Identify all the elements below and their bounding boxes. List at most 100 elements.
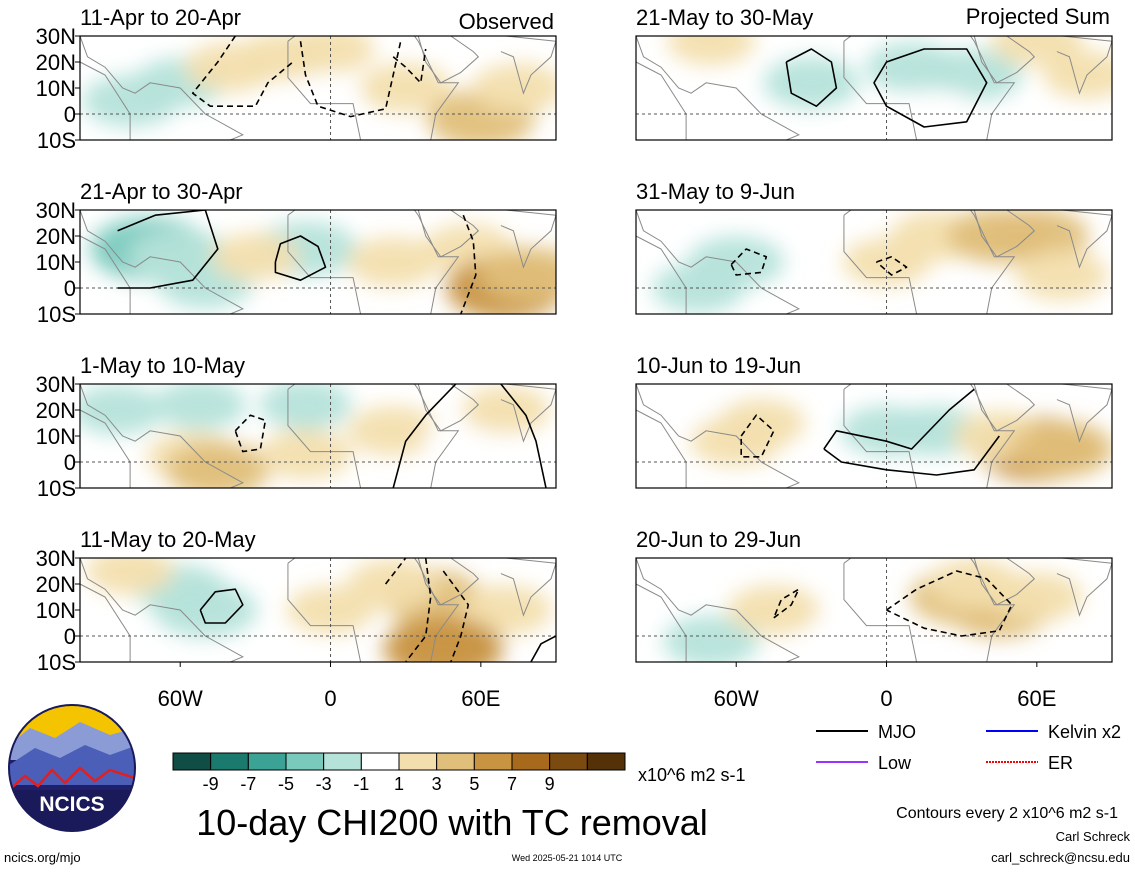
y-tick-label: 0 [64, 276, 76, 301]
x-axes: 60W 0 60E 60W 0 60E [158, 662, 1056, 711]
y-tick-label: 30N [36, 372, 76, 397]
mjo-contour-solid [530, 635, 556, 662]
anomaly-blob [286, 586, 375, 634]
panel-5: 21-May to 30-May [635, 5, 1113, 141]
colorbar-units: x10^6 m2 s-1 [638, 765, 746, 785]
colorbar-swatch [285, 752, 325, 771]
x-tick-label: 60E [461, 686, 500, 711]
mjo-contour-solid [873, 48, 988, 128]
mjo-contour-dashed [384, 558, 407, 585]
colorbar-swatch [436, 752, 475, 771]
anomaly-blob [1015, 250, 1108, 300]
observed-label: Observed [459, 9, 554, 34]
y-tick-label: 20N [36, 50, 76, 75]
mjo-contour-dashed [405, 558, 432, 662]
anomaly-blob [1042, 51, 1112, 99]
anomaly-blob [727, 585, 820, 635]
mjo-contour-dashed [740, 414, 775, 458]
anomaly-field [90, 217, 556, 314]
colorbar-swatch [323, 752, 362, 771]
colorbar-swatch [586, 752, 626, 771]
anomaly-field [86, 558, 552, 662]
anomaly-blob [667, 36, 756, 66]
logo-red-line [9, 766, 135, 791]
anomaly-blob [259, 429, 352, 480]
x-tick-label: 60E [1017, 686, 1056, 711]
coastlines [636, 210, 1112, 314]
panel-frame [635, 209, 1113, 315]
y-tick-label: 10S [37, 476, 76, 501]
mjo-contour-solid [823, 435, 1000, 476]
panel-title: 21-Apr to 30-Apr [80, 179, 243, 204]
anomaly-blob [717, 399, 806, 447]
colorbar-tick-label: 5 [469, 774, 479, 794]
legend-label: MJO [878, 722, 916, 742]
y-tick-label: 20N [36, 224, 76, 249]
anomaly-blob [347, 405, 440, 456]
anomaly-field [663, 559, 1083, 662]
anomaly-blob [842, 238, 931, 286]
mjo-contour-solid [117, 210, 206, 232]
mjo-contour-dashed [234, 414, 267, 453]
legend: MJO Kelvin x2 Low ER [816, 722, 1121, 773]
author-email[interactable]: carl_schreck@ncsu.edu [991, 850, 1130, 865]
anomaly-blob [478, 247, 556, 303]
y-tick-label: 10N [36, 424, 76, 449]
panel-title: 20-Jun to 29-Jun [636, 527, 801, 552]
panel-frame [635, 383, 1113, 489]
anomaly-blob [642, 384, 731, 421]
colorbar-tick-label: -9 [203, 774, 219, 794]
colorbar-swatch [247, 752, 287, 771]
y-tick-label: 30N [36, 24, 76, 49]
mjo-contour-solid [785, 48, 838, 107]
anomaly-blob [461, 386, 550, 434]
y-tick-label: 10S [37, 302, 76, 327]
x-tick-label: 0 [324, 686, 336, 711]
panel-8: 20-Jun to 29-Jun [635, 527, 1113, 663]
mjo-contour-solid [823, 388, 975, 450]
main-title: 10-day CHI200 with TC removal [196, 802, 708, 843]
footer-url[interactable]: ncics.org/mjo [4, 850, 81, 865]
colorbar-tick-label: 3 [432, 774, 442, 794]
y-tick-label: 10N [36, 250, 76, 275]
anomaly-blob [990, 572, 1083, 622]
anomaly-blob [472, 63, 556, 113]
y-tick-label: 30N [36, 198, 76, 223]
mjo-contour-dashed [442, 570, 470, 662]
colorbar-tick-label: 7 [507, 774, 517, 794]
mjo-contour-dashed [886, 570, 1013, 637]
panel-title: 11-Apr to 20-Apr [80, 5, 241, 30]
anomaly-blob [165, 441, 270, 488]
anomaly-blob [259, 384, 352, 430]
legend-label: ER [1048, 753, 1073, 773]
colorbar-swatch [210, 752, 249, 771]
x-tick-label: 60W [158, 686, 203, 711]
y-tick-label: 10N [36, 76, 76, 101]
colorbar-swatch [398, 752, 438, 771]
anomaly-field [642, 384, 1112, 481]
anomaly-blob [763, 56, 860, 109]
contour-note: Contours every 2 x10^6 m2 s-1 [896, 805, 1118, 822]
legend-label: Low [878, 753, 912, 773]
anomaly-blob [86, 558, 175, 595]
projected-sum-label: Projected Sum [966, 4, 1110, 29]
mjo-contour-solid [274, 235, 327, 281]
anomaly-blob [154, 384, 247, 430]
panel-title: 10-Jun to 19-Jun [636, 353, 801, 378]
anomaly-blob [274, 84, 362, 133]
anomaly-blob [359, 63, 452, 113]
anomaly-blob [347, 559, 440, 609]
y-tick-label: 30N [36, 546, 76, 571]
colorbar-swatch [549, 752, 588, 771]
colorbar-tick-label: -7 [240, 774, 256, 794]
anomaly-field [82, 36, 556, 140]
y-tick-label: 10N [36, 598, 76, 623]
colorbar-tick-label: -5 [278, 774, 294, 794]
mjo-contour-dashed [392, 48, 427, 84]
mjo-contour-dashed [299, 41, 402, 118]
mjo-contour-solid [199, 588, 244, 624]
colorbar: -9 -7 -5 -3 -1 1 3 5 7 9 [172, 752, 626, 794]
